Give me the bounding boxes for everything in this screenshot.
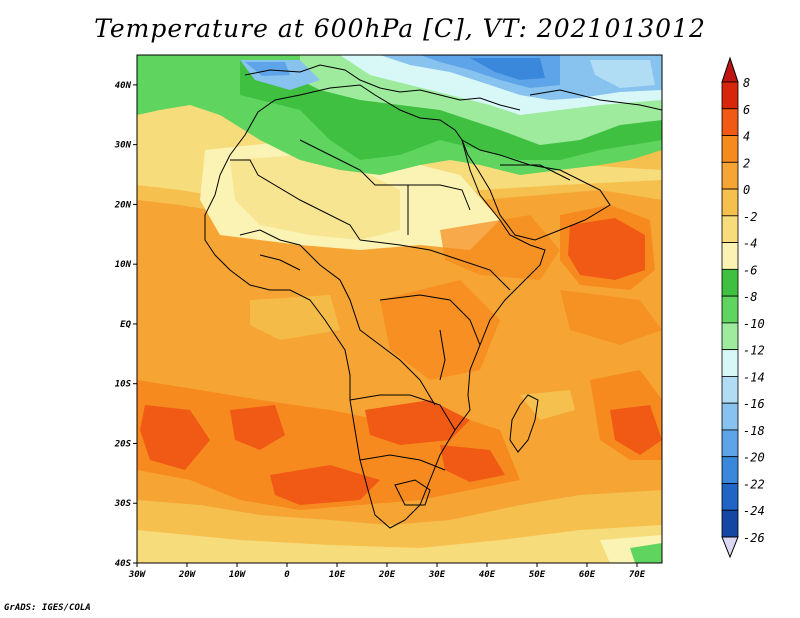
colorbar-label: -2 <box>743 210 757 224</box>
coastlines <box>204 64 662 529</box>
lat-tick-label: 10N <box>115 260 132 270</box>
colorbar-label: -14 <box>743 370 765 384</box>
colorbar-label: -22 <box>743 477 765 491</box>
lon-tick-label: 30W <box>128 570 147 580</box>
colorbar-bottom-arrow <box>721 536 739 559</box>
colorbar-segment <box>721 188 739 217</box>
colorbar-segment <box>721 376 739 404</box>
colorbar-segment <box>721 135 739 163</box>
colorbar: 8 6 4 2 0 -2 -4 -6 -8 -10 -12 -14 -16 -18 -20 -22 -24 -26 <box>721 56 765 559</box>
colorbar-label: 4 <box>743 130 750 144</box>
colorbar-segment <box>721 322 739 351</box>
colorbar-segment <box>721 429 739 458</box>
colorbar-label: 6 <box>743 103 750 117</box>
colorbar-label: -26 <box>743 531 765 545</box>
colorbar-segment <box>721 161 739 190</box>
colorbar-label: -20 <box>743 451 765 465</box>
lat-tick-label: 40S <box>115 559 132 569</box>
lat-tick-label: 10S <box>115 380 132 390</box>
lat-tick-label: 30S <box>114 499 132 509</box>
lon-tick-label: 30E <box>428 570 446 580</box>
longitude-axis: 30W 20W 10W 0 10E 20E 30E 40E 50E 60E 70E <box>128 563 646 580</box>
lon-tick-label: 0 <box>284 570 290 580</box>
colorbar-label: -6 <box>743 263 757 277</box>
colorbar-label: -12 <box>743 344 765 358</box>
colorbar-segment <box>721 349 739 377</box>
plot-frame <box>136 54 663 564</box>
map-title: Temperature at 600hPa [C], VT: 202101301… <box>94 14 706 43</box>
colorbar-label: -10 <box>743 317 765 331</box>
colorbar-segment <box>721 242 739 270</box>
colorbar-label: -24 <box>743 504 765 518</box>
colorbar-label: -16 <box>743 397 765 411</box>
colorbar-segment <box>721 295 739 324</box>
lon-tick-label: 20E <box>378 570 396 580</box>
lat-tick-label: EQ <box>120 320 131 330</box>
colorbar-segment <box>721 81 739 110</box>
lon-tick-label: 60E <box>579 570 596 580</box>
colorbar-label: -8 <box>743 290 757 304</box>
lon-tick-label: 50E <box>529 570 546 580</box>
lon-tick-label: 40E <box>479 570 496 580</box>
colorbar-label: -18 <box>743 424 765 438</box>
colorbar-label: 2 <box>743 156 750 170</box>
lon-tick-label: 20W <box>178 570 197 580</box>
colorbar-label: 8 <box>743 76 750 90</box>
lat-tick-label: 40N <box>115 81 132 91</box>
colorbar-top-arrow <box>721 56 739 83</box>
colorbar-label: -4 <box>743 237 757 251</box>
colorbar-segment <box>721 483 739 511</box>
colorbar-label: 0 <box>743 183 750 197</box>
lon-tick-label: 10E <box>329 570 346 580</box>
lon-tick-label: 10W <box>229 570 247 580</box>
colorbar-segment <box>721 268 739 297</box>
colorbar-segment <box>721 215 739 243</box>
colorbar-segment <box>721 402 739 431</box>
lat-tick-label: 30N <box>114 141 132 151</box>
colorbar-segment <box>721 509 739 538</box>
lon-tick-label: 70E <box>629 570 646 580</box>
grads-credit: GrADS: IGES/COLA <box>4 603 91 613</box>
lat-tick-label: 20N <box>114 200 132 210</box>
colorbar-segment <box>721 456 739 484</box>
temperature-field <box>137 55 662 563</box>
lat-tick-label: 20S <box>114 439 132 449</box>
latitude-axis: 40N 30N 20N 10N EQ 10S 20S 30S 40S <box>114 81 137 569</box>
colorbar-segment <box>721 108 739 136</box>
